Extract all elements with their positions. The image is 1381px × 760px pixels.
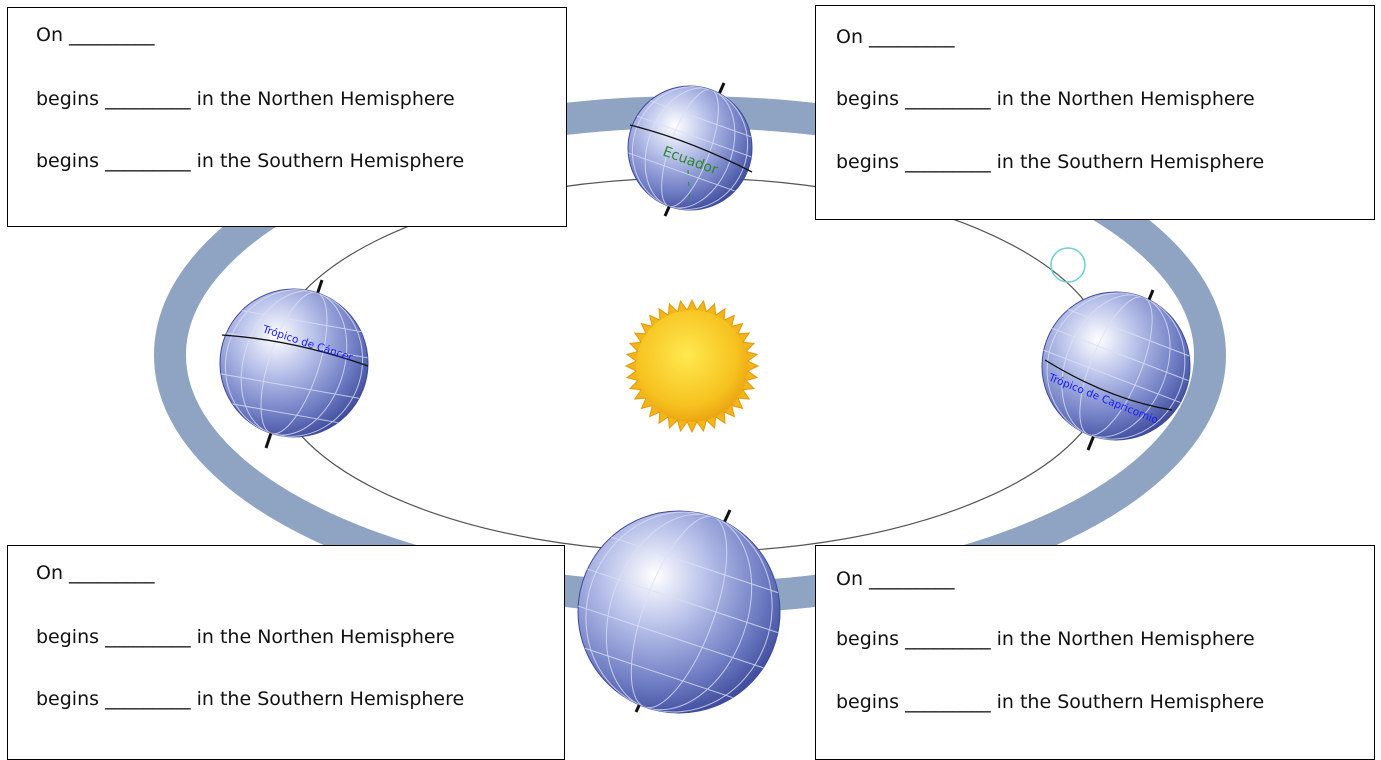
question-box-top-left: On _________ begins _________ in the Nor… bbox=[7, 7, 567, 227]
box-line-north: begins _________ in the Northen Hemisphe… bbox=[836, 628, 1255, 650]
box-line-south: begins _________ in the Southern Hemisph… bbox=[36, 688, 465, 710]
orbit-marker bbox=[1050, 247, 1086, 283]
box-line-date: On _________ bbox=[36, 562, 155, 584]
box-line-south: begins _________ in the Southern Hemisph… bbox=[836, 691, 1265, 713]
globe-right: Trópico de Capricornio bbox=[1041, 289, 1191, 451]
question-box-top-right: On _________ begins _________ in the Nor… bbox=[815, 5, 1375, 220]
box-line-date: On _________ bbox=[836, 26, 955, 48]
box-line-date: On _________ bbox=[36, 24, 155, 46]
globe-bottom bbox=[577, 509, 781, 714]
box-line-date: On _________ bbox=[836, 568, 955, 590]
question-box-bottom-left: On _________ begins _________ in the Nor… bbox=[7, 545, 565, 760]
box-line-north: begins _________ in the Northen Hemisphe… bbox=[836, 88, 1255, 110]
globe-top: Ecuador bbox=[627, 82, 753, 217]
globe-left: Trópico de Cáncer bbox=[219, 279, 369, 449]
box-line-south: begins _________ in the Southern Hemisph… bbox=[36, 150, 465, 172]
box-line-north: begins _________ in the Northen Hemisphe… bbox=[36, 88, 455, 110]
sun bbox=[624, 298, 760, 434]
question-box-bottom-right: On _________ begins _________ in the Nor… bbox=[815, 545, 1375, 760]
box-line-north: begins _________ in the Northen Hemisphe… bbox=[36, 626, 455, 648]
box-line-south: begins _________ in the Southern Hemisph… bbox=[836, 151, 1265, 173]
